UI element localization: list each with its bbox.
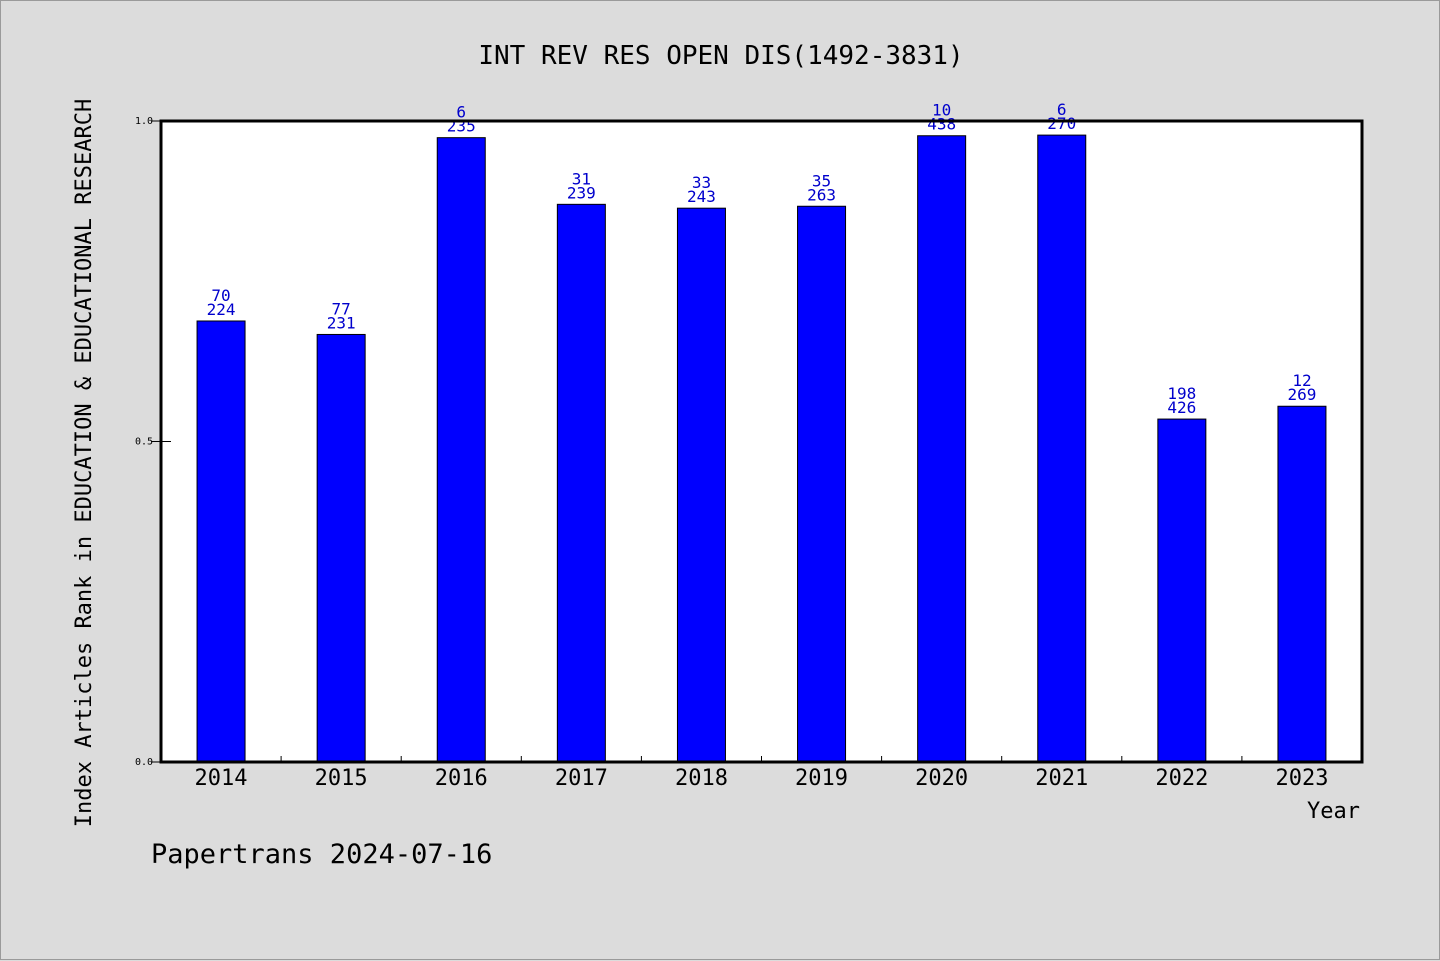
- x-tick-label-2019: 2019: [795, 766, 848, 791]
- x-tick-label-2015: 2015: [315, 766, 368, 791]
- x-tick-label-2014: 2014: [195, 766, 248, 791]
- bar-2016: [436, 137, 486, 763]
- plot-border: [159, 119, 1364, 764]
- total-label-2021: 270: [1047, 114, 1076, 133]
- bar-2023: [1277, 405, 1327, 763]
- bar-2018: [676, 207, 726, 763]
- bar-2015: [316, 333, 366, 763]
- rank-label-2020: 10: [932, 101, 951, 120]
- y-tick-label: 0.0: [135, 757, 153, 768]
- x-tick-label-2023: 2023: [1275, 766, 1328, 791]
- y-axis-label: Index Articles Rank in EDUCATION & EDUCA…: [72, 99, 97, 827]
- total-label-2019: 263: [807, 185, 836, 204]
- rank-label-2015: 77: [332, 299, 351, 318]
- total-label-2017: 239: [567, 183, 596, 202]
- bar-2014: [196, 320, 246, 763]
- rank-label-2022: 198: [1167, 384, 1196, 403]
- rank-label-2023: 12: [1292, 371, 1311, 390]
- footer-credit: Papertrans 2024-07-16: [151, 839, 492, 870]
- chart-title: INT REV RES OPEN DIS(1492-3831): [478, 41, 963, 71]
- y-tick-label: 1.0: [135, 116, 153, 127]
- rank-label-2017: 31: [572, 169, 591, 188]
- total-label-2014: 224: [207, 300, 236, 319]
- total-label-2018: 243: [687, 187, 716, 206]
- x-tick-label-2022: 2022: [1155, 766, 1208, 791]
- x-tick-label-2016: 2016: [435, 766, 488, 791]
- bar-2017: [556, 203, 606, 763]
- rank-label-2014: 70: [211, 286, 230, 305]
- x-axis-label: Year: [1307, 799, 1360, 824]
- rank-label-2016: 6: [456, 103, 466, 122]
- bar-2020: [917, 135, 967, 763]
- bar-2022: [1157, 418, 1207, 763]
- y-tick-label: 0.5: [135, 437, 153, 448]
- total-label-2022: 426: [1167, 398, 1196, 417]
- total-label-2023: 269: [1287, 385, 1316, 404]
- x-tick-label-2021: 2021: [1035, 766, 1088, 791]
- rank-label-2019: 35: [812, 171, 831, 190]
- bar-2019: [797, 205, 847, 763]
- x-tick-label-2020: 2020: [915, 766, 968, 791]
- bar-2021: [1037, 134, 1087, 763]
- total-label-2015: 231: [327, 313, 356, 332]
- total-label-2020: 438: [927, 115, 956, 134]
- rank-label-2021: 6: [1057, 100, 1067, 119]
- rank-label-2018: 33: [692, 173, 711, 192]
- x-tick-label-2018: 2018: [675, 766, 728, 791]
- x-tick-label-2017: 2017: [555, 766, 608, 791]
